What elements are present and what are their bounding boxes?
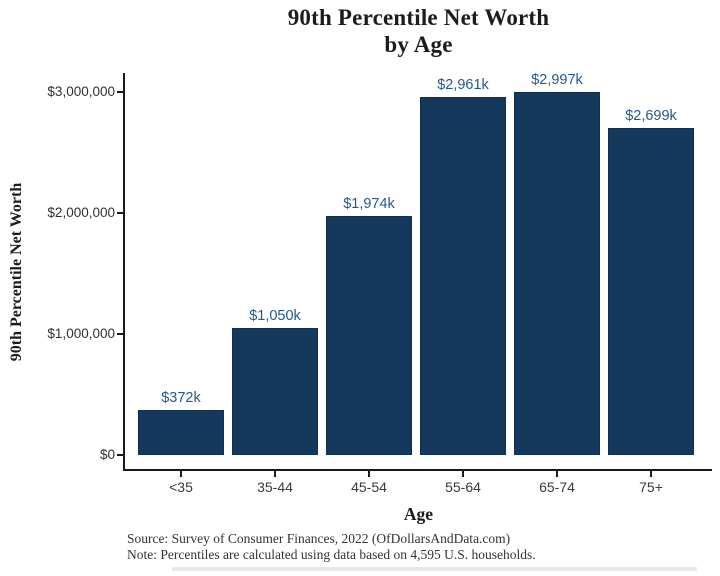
bar-35-44 [232,327,318,455]
x-tick [556,471,558,477]
x-tick-label: 55-64 [445,479,481,495]
x-axis-title: Age [403,504,434,524]
plot-area: $0 $1,000,000 $2,000,000 $3,000,000 $372k <35… [47,72,712,495]
source-text: Source: Survey of Consumer Finances, 202… [127,531,511,546]
x-tick [274,471,276,477]
bar-<35 [138,410,224,455]
x-tick-label: 65-74 [539,479,575,495]
x-tick-label: 45-54 [351,479,387,495]
chart-title-line-1: 90th Percentile Net Worth [287,5,550,30]
bar-value-label: $372k [161,390,201,406]
x-tick-label: 75+ [639,479,663,495]
bar-45-54 [326,216,412,455]
y-axis-line [123,73,125,471]
x-tick [650,471,652,477]
note-text: Note: Percentiles are calculated using d… [127,546,536,562]
y-tick-label: $1,000,000 [47,325,115,341]
y-tick [117,91,123,93]
bar-value-label: $1,974k [343,196,395,213]
x-tick [462,471,464,477]
y-tick-label: $3,000,000 [47,83,115,99]
footer-notes: Source: Survey of Consumer Finances, 202… [127,531,536,562]
bar-value-label: $2,961k [437,76,489,93]
x-axis-line [123,469,712,471]
bar-75+ [608,128,694,455]
y-tick-label: $0 [99,446,115,462]
bar-value-label: $2,997k [531,72,583,89]
x-tick [368,471,370,477]
bar-65-74 [514,92,600,455]
x-tick [180,471,182,477]
y-tick [117,212,123,214]
bar-55-64 [420,96,506,455]
chart-title: 90th Percentile Net Worth by Age [125,4,712,58]
bar-value-label: $1,050k [249,307,301,324]
chart-title-line-2: by Age [384,32,453,57]
bar-value-label: $2,699k [625,108,677,125]
y-tick [117,454,123,456]
x-tick-label: 35-44 [257,479,293,495]
y-tick [117,333,123,335]
x-tick-label: <35 [169,479,193,495]
bottom-edge-artifact [172,567,697,571]
y-tick-label: $2,000,000 [47,204,115,220]
